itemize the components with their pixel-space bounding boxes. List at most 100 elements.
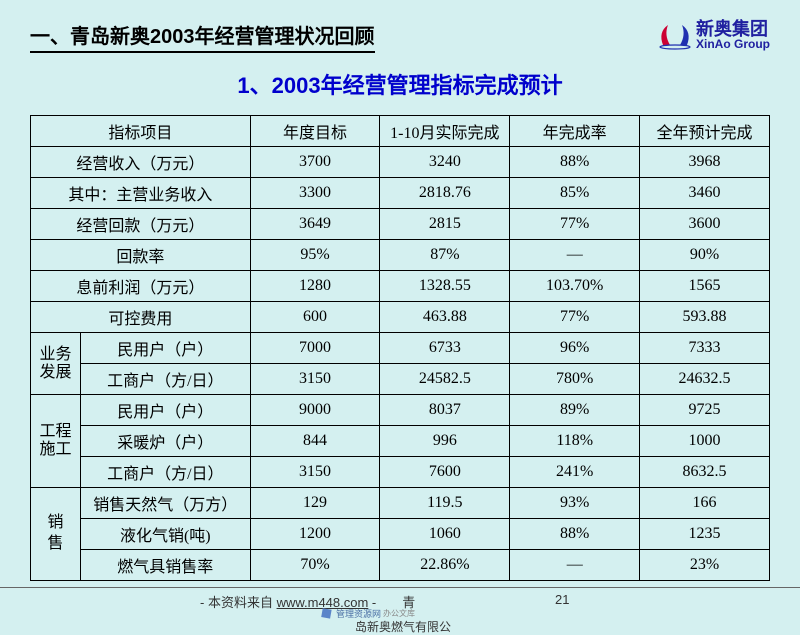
cell-category: 业务发展 [31, 333, 81, 395]
cell: 87% [380, 240, 510, 271]
table-row: 工商户（方/日）31507600241%8632.5 [31, 457, 770, 488]
table-row: 可控费用600463.8877%593.88 [31, 302, 770, 333]
cell: 1328.55 [380, 271, 510, 302]
cell: 8632.5 [640, 457, 770, 488]
cell-item: 民用户（户） [80, 333, 250, 364]
cell: 7000 [250, 333, 380, 364]
cell: 23% [640, 550, 770, 581]
cell: 90% [640, 240, 770, 271]
cell: 6733 [380, 333, 510, 364]
logo-cn-text: 新奥集团 [696, 20, 770, 38]
cell: 593.88 [640, 302, 770, 333]
cell: 119.5 [380, 488, 510, 519]
cell-item: 可控费用 [31, 302, 251, 333]
cell: 3300 [250, 178, 380, 209]
logo-en-text: XinAo Group [696, 38, 770, 50]
table-row: 经营回款（万元）3649281577%3600 [31, 209, 770, 240]
cell: 3968 [640, 147, 770, 178]
cell: 9000 [250, 395, 380, 426]
cell: 77% [510, 302, 640, 333]
cell: 129 [250, 488, 380, 519]
cell: 7600 [380, 457, 510, 488]
cell: — [510, 240, 640, 271]
cell: — [510, 550, 640, 581]
cell: 22.86% [380, 550, 510, 581]
cell-item: 液化气销(吨) [80, 519, 250, 550]
cell: 9725 [640, 395, 770, 426]
table-row: 工商户（方/日）315024582.5780%24632.5 [31, 364, 770, 395]
col-header: 指标项目 [31, 116, 251, 147]
col-header: 年完成率 [510, 116, 640, 147]
cell-item: 采暖炉（户） [80, 426, 250, 457]
cell: 1280 [250, 271, 380, 302]
cell-category: 工程施工 [31, 395, 81, 488]
page-subtitle: 1、2003年经营管理指标完成预计 [0, 68, 800, 100]
cube-icon [320, 606, 334, 620]
cell: 2818.76 [380, 178, 510, 209]
cell: 1565 [640, 271, 770, 302]
cell: 95% [250, 240, 380, 271]
cell: 996 [380, 426, 510, 457]
cell: 844 [250, 426, 380, 457]
table-header-row: 指标项目 年度目标 1-10月实际完成 年完成率 全年预计完成 [31, 116, 770, 147]
cell-item: 其中：主营业务收入 [31, 178, 251, 209]
cell: 77% [510, 209, 640, 240]
cell: 88% [510, 519, 640, 550]
page-footer: - 本资料来自 www.m448.com - 青 21 管理资源网 办公文库 岛… [0, 587, 800, 592]
cell: 96% [510, 333, 640, 364]
cell: 780% [510, 364, 640, 395]
table-row: 业务发展民用户（户）7000673396%7333 [31, 333, 770, 364]
cell: 1235 [640, 519, 770, 550]
table-row: 燃气具销售率70%22.86%—23% [31, 550, 770, 581]
table-row: 其中：主营业务收入33002818.7685%3460 [31, 178, 770, 209]
cell: 70% [250, 550, 380, 581]
cell-item: 经营回款（万元） [31, 209, 251, 240]
table-row: 采暖炉（户）844996118%1000 [31, 426, 770, 457]
cell: 103.70% [510, 271, 640, 302]
cell: 3649 [250, 209, 380, 240]
cell: 166 [640, 488, 770, 519]
cell: 3600 [640, 209, 770, 240]
cell: 93% [510, 488, 640, 519]
cell: 88% [510, 147, 640, 178]
cell: 600 [250, 302, 380, 333]
cell-item: 燃气具销售率 [80, 550, 250, 581]
section-title: 一、青岛新奥2003年经营管理状况回顾 [30, 20, 375, 53]
cell: 8037 [380, 395, 510, 426]
cell: 24582.5 [380, 364, 510, 395]
cell-item: 息前利润（万元） [31, 271, 251, 302]
cell: 1200 [250, 519, 380, 550]
cell: 7333 [640, 333, 770, 364]
table-row: 经营收入（万元）3700324088%3968 [31, 147, 770, 178]
col-header: 全年预计完成 [640, 116, 770, 147]
cell: 1060 [380, 519, 510, 550]
cell-item: 销售天然气（万方） [80, 488, 250, 519]
cell: 118% [510, 426, 640, 457]
cell: 241% [510, 457, 640, 488]
table-row: 液化气销(吨)1200106088%1235 [31, 519, 770, 550]
table-row: 息前利润（万元）12801328.55103.70%1565 [31, 271, 770, 302]
cell: 3150 [250, 364, 380, 395]
cell: 89% [510, 395, 640, 426]
cell: 24632.5 [640, 364, 770, 395]
col-header: 年度目标 [250, 116, 380, 147]
cell-item: 工商户（方/日） [80, 457, 250, 488]
cell-item: 民用户（户） [80, 395, 250, 426]
cell-item: 经营收入（万元） [31, 147, 251, 178]
logo-icon [658, 20, 692, 50]
cell: 3700 [250, 147, 380, 178]
cell: 2815 [380, 209, 510, 240]
cell: 3150 [250, 457, 380, 488]
table-row: 回款率95%87%—90% [31, 240, 770, 271]
table-row: 工程施工民用户（户）9000803789%9725 [31, 395, 770, 426]
cell-category: 销售 [31, 488, 81, 581]
company-logo: 新奥集团 XinAo Group [658, 20, 770, 50]
cell-item: 工商户（方/日） [80, 364, 250, 395]
footer-subtext: 岛新奥燃气有限公 [355, 618, 451, 635]
cell: 3240 [380, 147, 510, 178]
cell: 463.88 [380, 302, 510, 333]
metrics-table: 指标项目 年度目标 1-10月实际完成 年完成率 全年预计完成 经营收入（万元）… [30, 115, 770, 581]
cell: 1000 [640, 426, 770, 457]
cell-item: 回款率 [31, 240, 251, 271]
cell: 3460 [640, 178, 770, 209]
